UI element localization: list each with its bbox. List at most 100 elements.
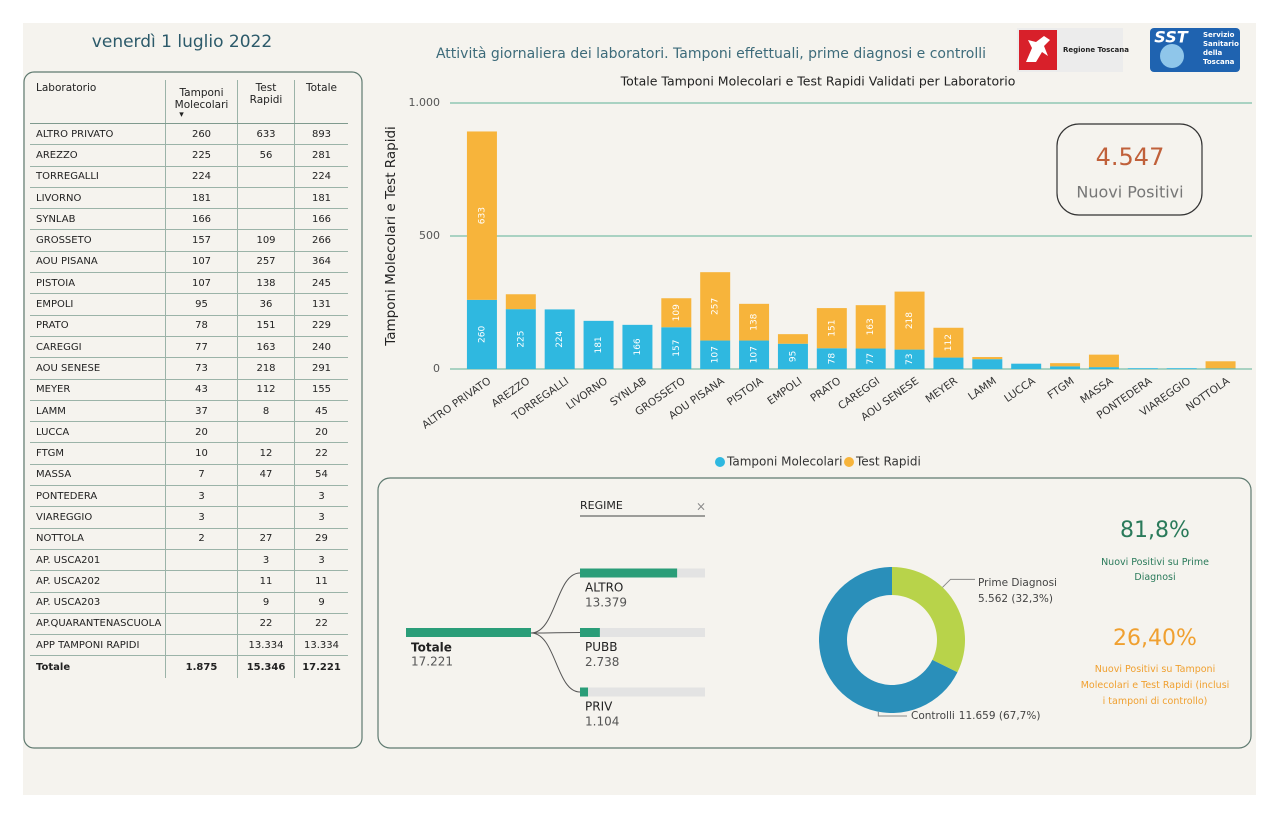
tree-node-label: PUBB <box>585 640 617 654</box>
tree-connector <box>530 632 581 693</box>
table-cell: 260 <box>166 124 238 145</box>
bar-segment <box>661 298 692 328</box>
table-cell: 36 <box>238 294 295 315</box>
table-cell <box>238 209 295 230</box>
table-cell: 151 <box>238 315 295 336</box>
table-row: LUCCA 20 20 <box>30 422 348 444</box>
kpi-label: Nuovi Positivi su Prime Diagnosi <box>1101 557 1209 583</box>
table-cell: LUCCA <box>30 422 166 443</box>
y-tick-label: 500 <box>419 229 440 242</box>
table-cell <box>238 166 295 187</box>
table-cell: 47 <box>238 464 295 486</box>
table-cell: 95 <box>166 294 238 315</box>
tree-node-label: PRIV <box>585 700 613 714</box>
table-cell <box>166 613 238 635</box>
slicer-clear[interactable]: × <box>696 500 706 514</box>
dashboard-title: Attività giornaliera dei laboratori. Tam… <box>436 46 986 62</box>
column-header-text: Tamponi Molecolari <box>174 86 229 111</box>
table-cell: 633 <box>238 124 295 145</box>
table-cell: 163 <box>238 336 295 358</box>
logo-text: della <box>1203 49 1223 57</box>
table-row: AOU SENESE 73 218 291 <box>30 358 348 380</box>
table-cell: 257 <box>238 251 295 273</box>
logo-text: Sanitario <box>1203 40 1239 48</box>
x-tick-label: ALTRO PRIVATO <box>420 375 493 431</box>
tree-bar-bg <box>580 687 705 697</box>
table-row: SYNLAB 166 166 <box>30 209 348 231</box>
table-cell: AP. USCA203 <box>30 592 166 613</box>
donut-slice <box>892 567 965 673</box>
table-row: MASSA 7 47 54 <box>30 464 348 487</box>
table-cell: 43 <box>166 379 238 400</box>
table-cell: 17.221 <box>302 661 341 673</box>
table-cell: 3 <box>318 511 325 523</box>
logo-acronym: SST <box>1154 28 1188 47</box>
data-label: 225 <box>516 330 526 347</box>
logo-globe <box>1160 44 1184 68</box>
table-cell: 224 <box>311 171 332 183</box>
bar-segment <box>972 359 1003 369</box>
slicer-label[interactable]: REGIME <box>580 499 623 512</box>
donut-value-label: 11.659 (67,7%) <box>959 710 1041 722</box>
table-row: APP TAMPONI RAPIDI 13.334 13.334 <box>30 635 348 657</box>
table-cell: 266 <box>311 235 332 247</box>
legend-label: Test Rapidi <box>855 455 921 469</box>
date: venerdì 1 luglio 2022 <box>92 32 272 52</box>
table-cell: 181 <box>311 192 332 204</box>
tree-node-value: 17.221 <box>411 655 453 669</box>
table-cell: 893 <box>311 128 332 140</box>
bar-segment <box>544 309 575 369</box>
tree-node-value: 13.379 <box>585 596 627 610</box>
table-cell: 73 <box>166 358 238 379</box>
table-header: Laboratorio Tamponi Molecolari ▾ Test Rapid… <box>30 80 348 124</box>
kpi-value: 26,40% <box>1113 626 1197 651</box>
table-row: AREZZO 225 56 281 <box>30 145 348 167</box>
table-cell <box>238 507 295 528</box>
bar-segment <box>855 305 886 349</box>
sort-arrow[interactable]: ▾ <box>179 109 184 120</box>
table-cell: MASSA <box>30 464 166 486</box>
table-row: PONTEDERA 3 3 <box>30 486 348 508</box>
table-cell: 7 <box>166 464 238 486</box>
donut-slice <box>818 567 958 713</box>
table-cell: NOTTOLA <box>30 528 166 549</box>
table-cell: VIAREGGIO <box>30 507 166 528</box>
table-row: NOTTOLA 2 27 29 <box>30 528 348 550</box>
tree-connector <box>530 572 581 634</box>
tree-bar-bg <box>580 628 705 637</box>
table-cell: 9 <box>318 597 325 609</box>
bar-segment <box>739 303 770 341</box>
table-cell: AOU SENESE <box>30 358 166 379</box>
tree-bar[interactable] <box>580 628 600 637</box>
legend-marker <box>844 457 854 467</box>
data-label: 151 <box>827 320 837 337</box>
data-label: 218 <box>905 312 915 329</box>
table-cell: 12 <box>238 443 295 464</box>
table-cell: 20 <box>315 426 328 438</box>
bar-segment <box>894 349 925 369</box>
y-axis-label: Tamponi Molecolari e Test Rapidi <box>383 126 399 347</box>
table-cell <box>166 592 238 613</box>
table-cell: 22 <box>315 618 328 630</box>
table-cell: 13.334 <box>238 635 295 656</box>
data-label: 78 <box>827 353 837 365</box>
data-label: 166 <box>633 338 643 355</box>
tree-node-label: ALTRO <box>585 581 623 595</box>
x-tick-label: NOTTOLA <box>1184 375 1233 414</box>
data-label: 181 <box>594 336 604 353</box>
table-cell: 37 <box>166 400 238 422</box>
bar-segment <box>1205 368 1236 369</box>
bar-segment <box>972 357 1003 360</box>
table-row: AP.QUARANTENASCUOLA 22 22 <box>30 613 348 636</box>
table-cell: LIVORNO <box>30 187 166 209</box>
table-cell: 138 <box>238 273 295 294</box>
tree-bar[interactable] <box>580 568 678 578</box>
table-cell: AP. USCA202 <box>30 571 166 592</box>
column-header: Totale <box>295 80 348 123</box>
data-label: 257 <box>711 298 721 315</box>
table-row: TORREGALLI 224 224 <box>30 166 348 188</box>
tree-bar[interactable] <box>580 687 589 697</box>
tree-bar <box>406 628 531 637</box>
logo-text: Toscana <box>1203 58 1235 66</box>
data-label: 260 <box>477 326 487 343</box>
